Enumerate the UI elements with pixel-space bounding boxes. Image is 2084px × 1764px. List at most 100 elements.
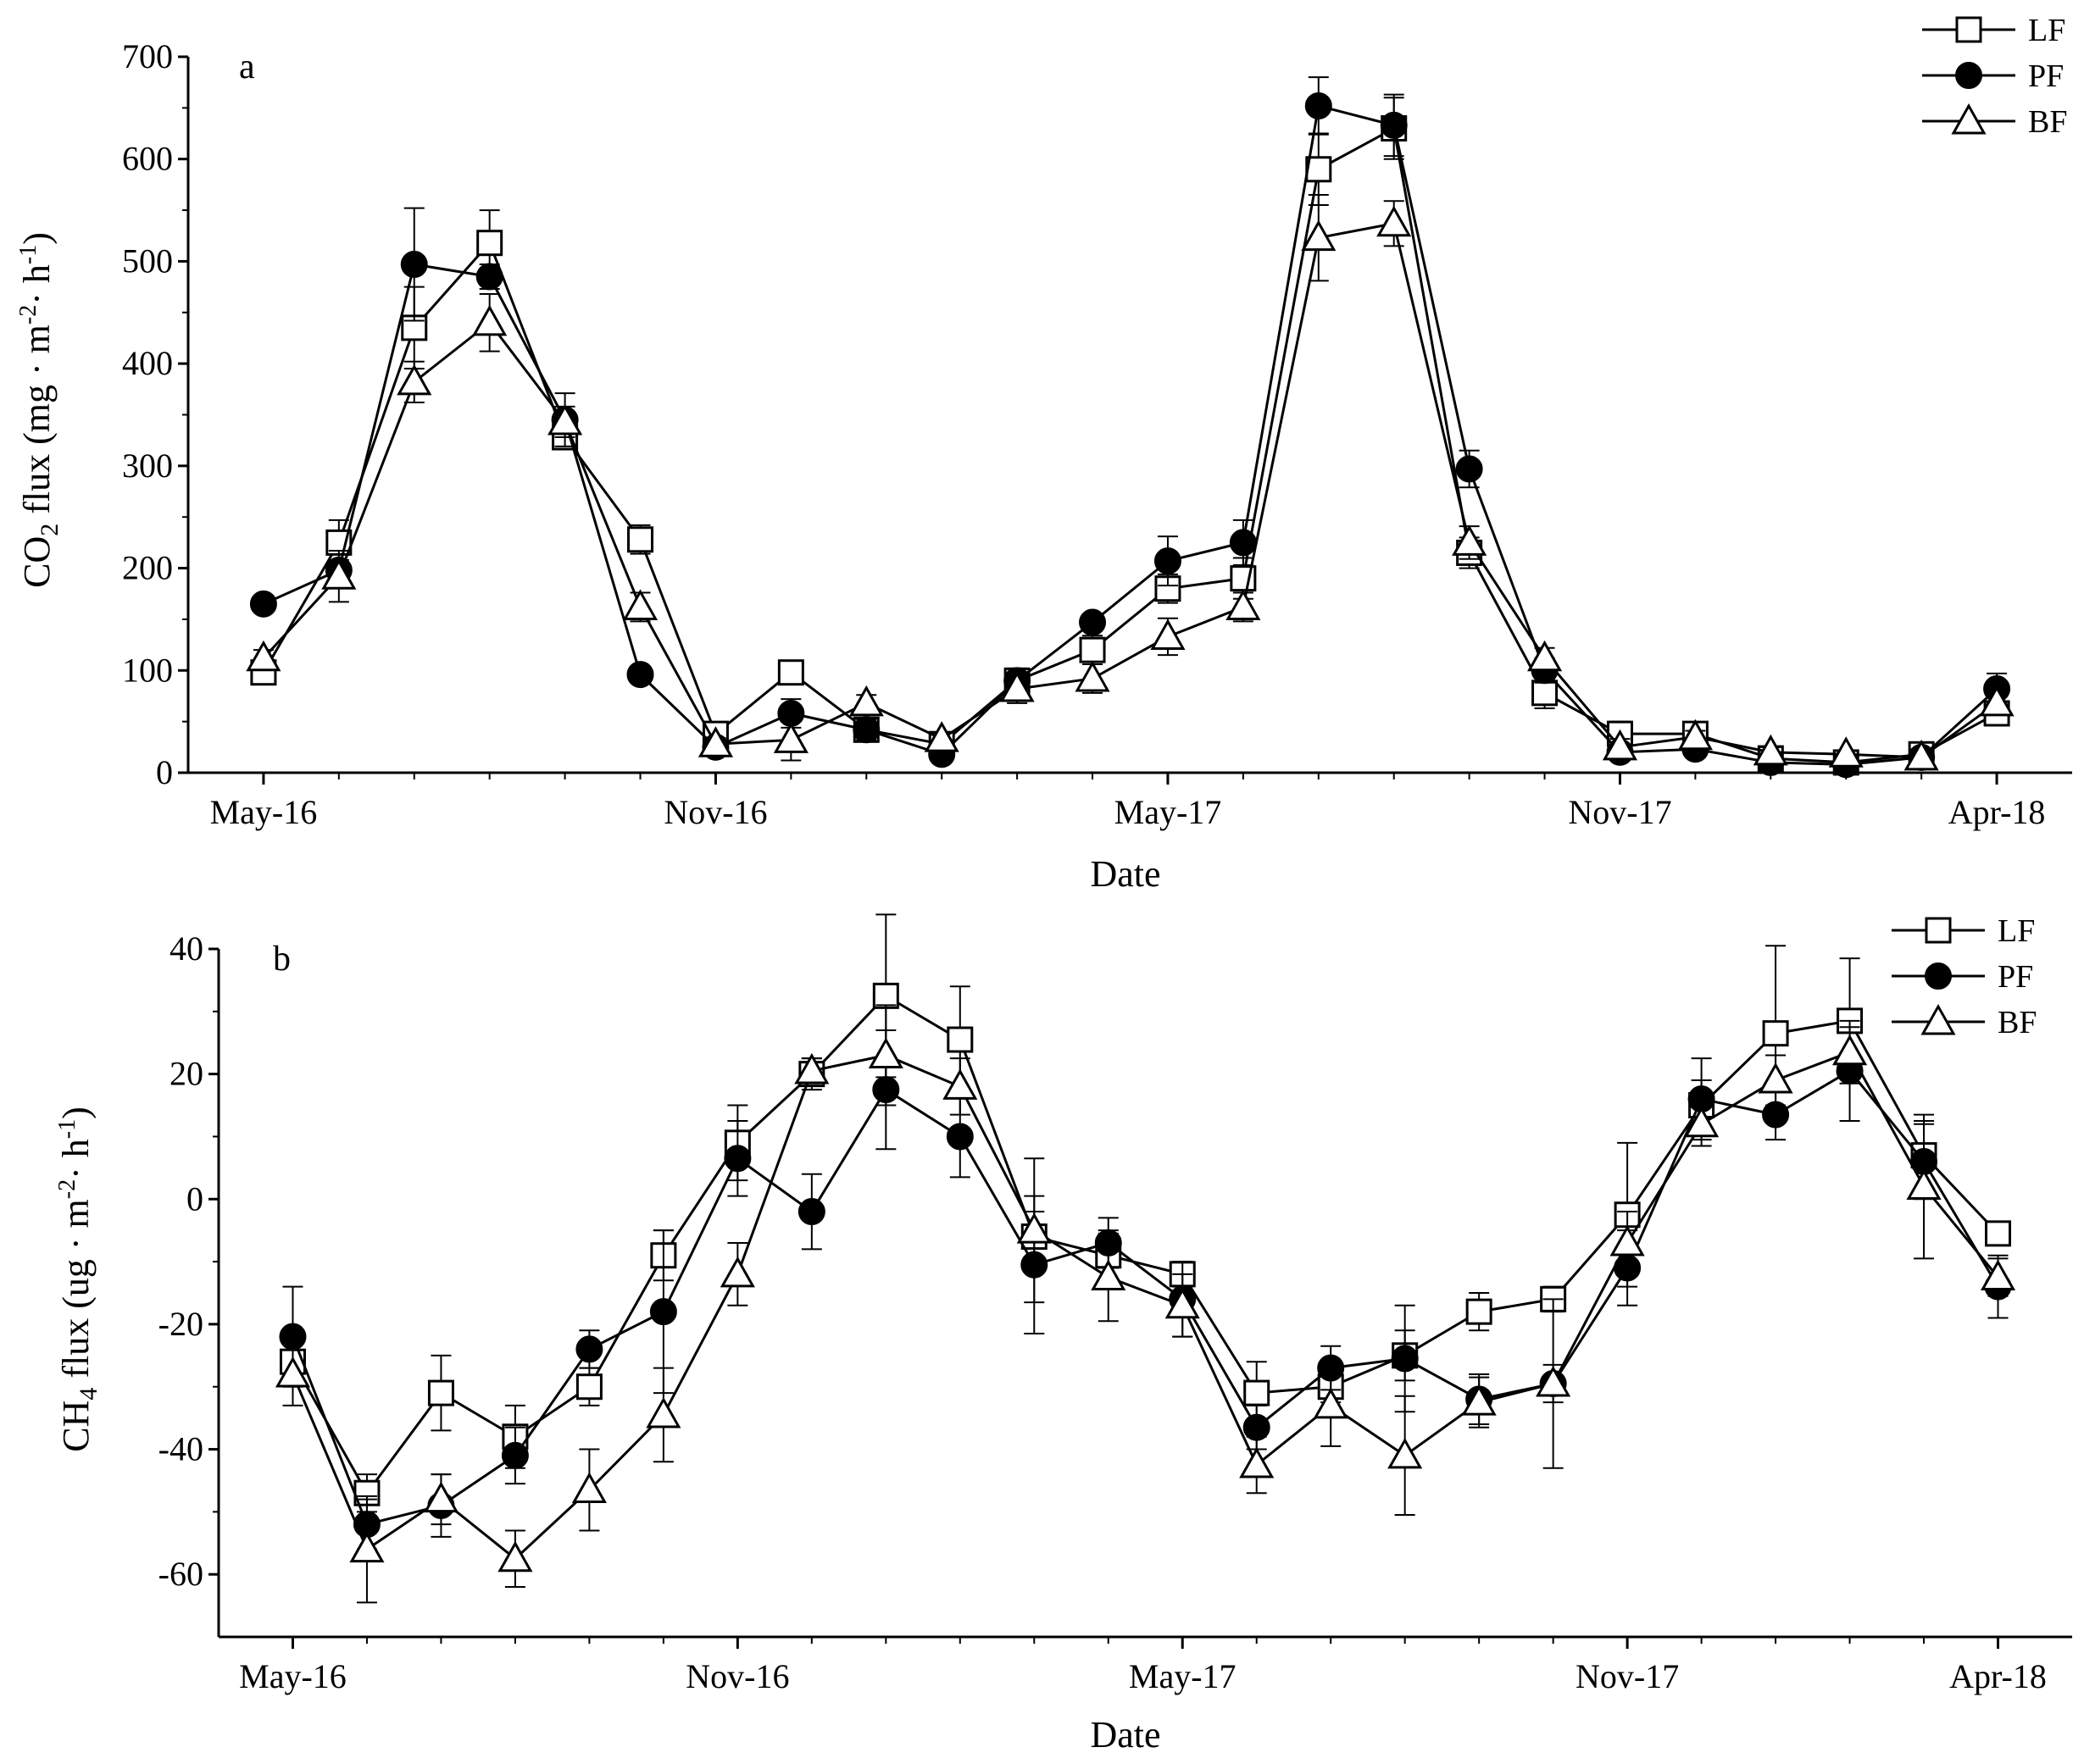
y-title-b-mid: · h [55,1139,97,1179]
data-point-bf [697,726,734,757]
data-point-bf [497,1540,533,1573]
y-tick-label-a: 600 [122,140,173,178]
data-point-bf [1150,619,1186,650]
y-tick-label-a: 100 [122,651,173,689]
data-point-bf [1979,685,2015,717]
y-tick-label-a: 500 [122,241,173,280]
series-line-bf [292,1050,1999,1561]
data-point-bf [1452,524,1487,556]
x-axis-title-a: Date [1090,853,1160,895]
data-point-pf [1229,529,1257,557]
legend-marker-bf [1951,103,1987,135]
y-title-a-rest: flux (mg · m [16,325,58,524]
data-point-bf [321,558,357,590]
data-point-lf [872,982,899,1009]
data-point-bf [1536,1365,1571,1397]
legend-marker-lf [1925,917,1952,944]
data-point-pf [575,1335,603,1363]
data-point-bf [720,1256,755,1288]
data-point-bf [868,1037,903,1068]
data-point-pf [1391,1345,1419,1373]
data-point-lf [1230,565,1257,592]
data-point-bf [349,1531,385,1563]
data-point-bf [397,363,432,396]
legend-marker-bf [1920,1003,1956,1035]
y-title-b-end: ) [55,1107,97,1119]
legend-label-pf: PF [2028,58,2064,94]
legend-label-lf: LF [2028,13,2065,48]
legend-a: LF PF BF [1922,13,2067,140]
data-point-pf [501,1441,529,1469]
data-point-bf [1313,1387,1348,1419]
series-bf-a [246,193,2015,771]
data-point-bf [1758,1062,1793,1094]
data-point-bf [1239,1446,1275,1478]
y-title-b-sup1: -2 [54,1179,81,1199]
data-point-lf [777,659,804,686]
x-axis-title-b: Date [1090,1714,1160,1756]
data-point-lf [476,230,503,257]
data-point-bf [1376,205,1412,237]
y-axis-title-b: CH4 flux (ug · m-2· h-1) [54,1107,103,1452]
data-point-bf [924,721,959,752]
data-point-lf [1762,1020,1789,1047]
x-tick-label-b: May-17 [1129,1657,1237,1695]
data-point-bf [999,670,1035,702]
data-point-bf [942,1068,978,1100]
y-tick-label-b: 20 [169,1055,203,1093]
y-tick-label-b: -20 [158,1305,203,1343]
data-point-pf [475,263,503,291]
data-point-pf [1304,92,1332,119]
y-title-a-mid: · h [16,264,58,305]
y-axis-title-a: CO2 flux (mg · m-2· h-1) [15,232,64,588]
y-title-a-sup2: -1 [15,245,42,264]
co2-flux-chart: a Date CO2 flux (mg · m-2· h-1) 0 100 200 3… [15,13,2072,895]
legend-label-bf: BF [1998,1005,2037,1040]
data-point-bf [794,1052,830,1084]
data-point-pf [249,590,277,618]
data-point-lf [947,1026,974,1053]
series-line-pf [292,1068,1999,1526]
data-point-pf [724,1145,752,1173]
data-point-pf [649,1298,677,1326]
data-point-lf [1985,1220,2012,1247]
data-point-bf [1461,1384,1497,1416]
data-point-pf [1079,608,1107,636]
data-point-bf [1225,589,1261,620]
y-title-a-sub: 2 [36,524,64,536]
data-point-bf [1753,734,1788,766]
series-lf-b [279,913,2012,1513]
legend-label-lf: LF [1998,913,2035,949]
data-point-pf [853,716,881,744]
x-tick-label-a: May-16 [210,793,318,831]
data-point-bf [1091,1259,1126,1291]
legend-marker-pf [1955,62,1982,89]
data-point-bf [1684,1106,1720,1138]
y-tick-label-b: -60 [158,1555,203,1593]
y-title-b-main: CH [55,1401,97,1452]
y-title-b-sub: 4 [75,1388,103,1401]
data-point-bf [1980,1259,2016,1291]
data-point-bf [1677,718,1713,751]
panel-label-b: b [273,940,291,979]
legend-label-bf: BF [2028,104,2067,140]
x-tick-label-b: Apr-18 [1949,1657,2047,1695]
data-point-pf [946,1123,974,1151]
x-tick-label-a: Apr-18 [1948,793,2046,831]
y-title-b-sup2: -1 [54,1119,81,1139]
data-point-bf [472,304,508,336]
data-point-pf [400,251,428,279]
legend-marker-lf [1955,16,1982,43]
x-tick-label-b: Nov-16 [686,1657,789,1695]
data-point-pf [797,1198,825,1226]
data-point-bf [547,403,583,435]
data-point-pf [626,661,654,689]
x-tick-label-a: Nov-17 [1568,793,1671,831]
series-pf-a [249,76,2011,779]
data-point-bf [423,1481,459,1513]
data-point-bf [1301,219,1337,252]
data-point-bf [275,1356,311,1388]
data-point-lf [1531,680,1559,707]
series-lf-a [250,97,2010,776]
data-point-bf [1831,1034,1868,1066]
